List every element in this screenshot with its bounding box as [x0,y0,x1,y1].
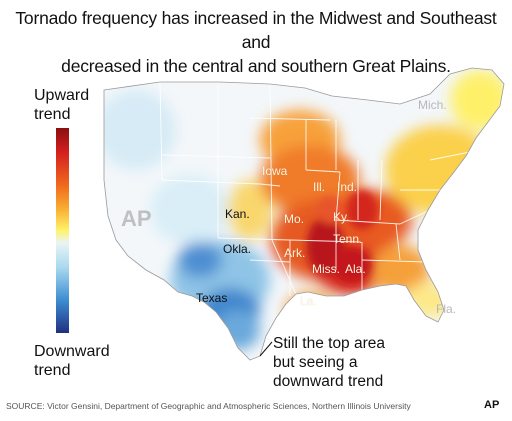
annotation-line-3: downward trend [273,373,384,390]
headline: Tornado frequency has increased in the M… [0,6,512,78]
label-miss: Miss. [312,262,340,276]
source-credit: SOURCE: Victor Gensini, Department of Ge… [6,401,411,411]
label-mich: Mich. [418,98,447,112]
label-ky: Ky. [333,210,350,224]
headline-line-1: Tornado frequency has increased in the M… [15,8,497,52]
annotation-line-1: Still the top area [273,335,386,352]
legend-downward-line-1: Downward [34,343,110,360]
ap-logo: AP [484,399,500,411]
annotation-pointer [259,341,273,357]
label-ark: Ark. [284,246,306,260]
annotation-line-2: but seeing a [273,354,358,371]
us-outline [103,67,505,361]
label-texas: Texas [196,291,228,305]
label-ill: Ill. [313,180,325,194]
legend-color-bar [56,128,69,333]
label-okla: Okla. [223,242,252,256]
legend-upward-label: Upward trend [34,86,89,124]
legend-upward-line-1: Upward [34,87,90,104]
legend-downward-line-2: trend [34,362,71,379]
label-iowa: Iowa [262,164,288,178]
label-fla: Fla. [436,302,457,316]
headline-line-2: decreased in the central and southern Gr… [61,56,451,76]
us-tornado-trend-map [103,67,505,361]
annotation-text: Still the top area but seeing a downward… [273,334,385,391]
ap-watermark: AP [121,206,152,231]
label-ala: Ala. [345,262,366,276]
label-ind: Ind. [337,180,358,194]
state-borders [159,81,481,300]
label-la: La. [300,294,317,308]
label-kan: Kan. [225,207,250,221]
legend-downward-label: Downward trend [34,342,110,380]
label-mo: Mo. [284,212,305,226]
legend-upward-line-2: trend [34,106,71,123]
label-tenn: Tenn. [333,232,363,246]
